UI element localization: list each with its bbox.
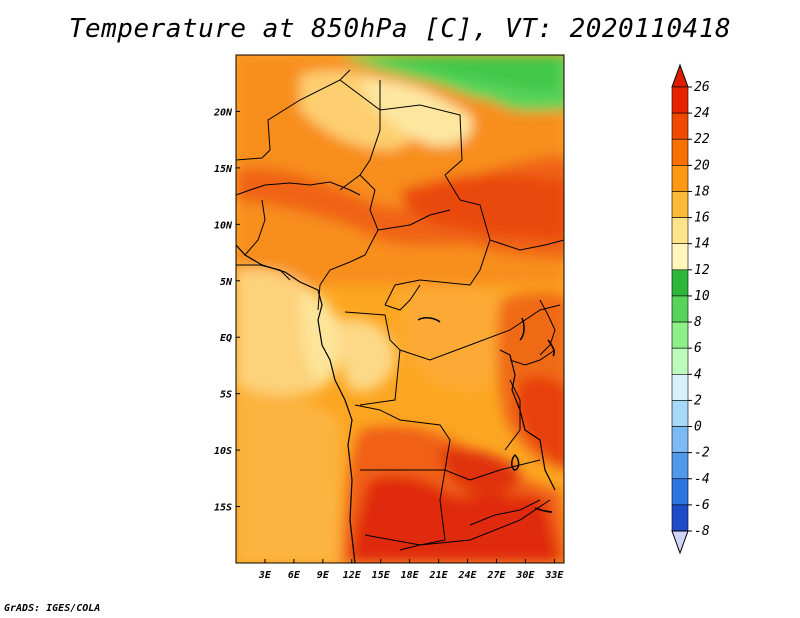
colorbar-label: 24 — [694, 106, 710, 121]
chart-title: Temperature at 850hPa [C], VT: 202011041… — [68, 14, 732, 44]
lon-tick-label: 15E — [372, 570, 391, 581]
lat-tick-label: 20N — [213, 107, 233, 118]
colorbar-segment — [671, 243, 689, 271]
temperature-field — [236, 55, 564, 563]
colorbar-segment — [671, 478, 689, 506]
lon-tick-label: 30E — [515, 570, 535, 581]
lat-tick-label: 15S — [214, 503, 232, 514]
colorbar-segment — [671, 217, 689, 245]
colorbar-segment — [671, 426, 689, 453]
colorbar-bottom-cap — [671, 530, 689, 555]
colorbar-label: 8 — [694, 315, 702, 330]
colorbar-label: 16 — [694, 211, 710, 226]
colorbar-segment — [671, 347, 689, 375]
map-frame — [235, 54, 565, 564]
colorbar-label: 0 — [694, 420, 702, 435]
colorbar-segment — [671, 269, 689, 297]
colorbar-label: 6 — [694, 341, 702, 356]
longitude-axis: 3E 6E 9E 12E 15E 18E 21E 24E 27E 30E 33E — [258, 559, 564, 581]
colorbar-segment — [671, 321, 689, 349]
lakes — [417, 317, 555, 513]
colorbar-segment — [671, 373, 689, 401]
colorbar-segment — [671, 191, 689, 218]
lat-tick-label: 5S — [220, 390, 232, 401]
lat-tick-label: 5N — [220, 277, 233, 288]
colorbar-top-cap — [671, 63, 689, 88]
colorbar-label: -2 — [694, 446, 710, 461]
colorbar-segment — [671, 138, 689, 166]
lat-tick-label: 10N — [214, 220, 233, 231]
country-borders — [236, 69, 564, 563]
colorbar-label: 2 — [694, 393, 702, 408]
colorbar-segment — [671, 295, 689, 323]
colorbar-label: 26 — [694, 80, 710, 95]
colorbar-label: -8 — [694, 524, 710, 539]
colorbar-label: -6 — [694, 498, 710, 513]
colorbar-segment — [671, 112, 689, 140]
colorbar-segment — [671, 504, 689, 532]
lon-tick-label: 27E — [486, 570, 506, 581]
colorbar-label: 4 — [694, 367, 702, 382]
colorbar-label: 22 — [694, 132, 710, 147]
colorbar-segment — [671, 86, 689, 114]
lat-tick-label: EQ — [220, 333, 232, 344]
colorbar-segment — [671, 452, 689, 480]
lon-tick-label: 24E — [457, 570, 477, 581]
lon-tick-label: 12E — [343, 570, 362, 581]
lon-tick-label: 6E — [288, 570, 301, 581]
colorbar-label: -4 — [694, 472, 710, 487]
lon-tick-label: 3E — [258, 570, 272, 581]
colorbar-label: 14 — [694, 237, 710, 252]
lat-tick-label: 10S — [214, 446, 232, 457]
colorbar-label: 20 — [694, 158, 710, 173]
lat-tick-label: 15N — [214, 164, 233, 175]
lon-tick-label: 18E — [401, 570, 420, 581]
colorbar-segment — [671, 165, 689, 192]
colorbar-label: 18 — [694, 184, 710, 199]
colorbar-segment — [671, 400, 689, 427]
colorbar-label: 10 — [694, 289, 710, 304]
lon-tick-label: 21E — [429, 570, 449, 581]
lon-tick-label: 9E — [317, 570, 330, 581]
latitude-axis: 20N 15N 10N 5N EQ 5S 10S 15S — [213, 107, 240, 514]
lon-tick-label: 33E — [544, 570, 564, 581]
grads-credit: GrADS: IGES/COLA — [4, 603, 101, 614]
colorbar-label: 12 — [694, 263, 710, 278]
